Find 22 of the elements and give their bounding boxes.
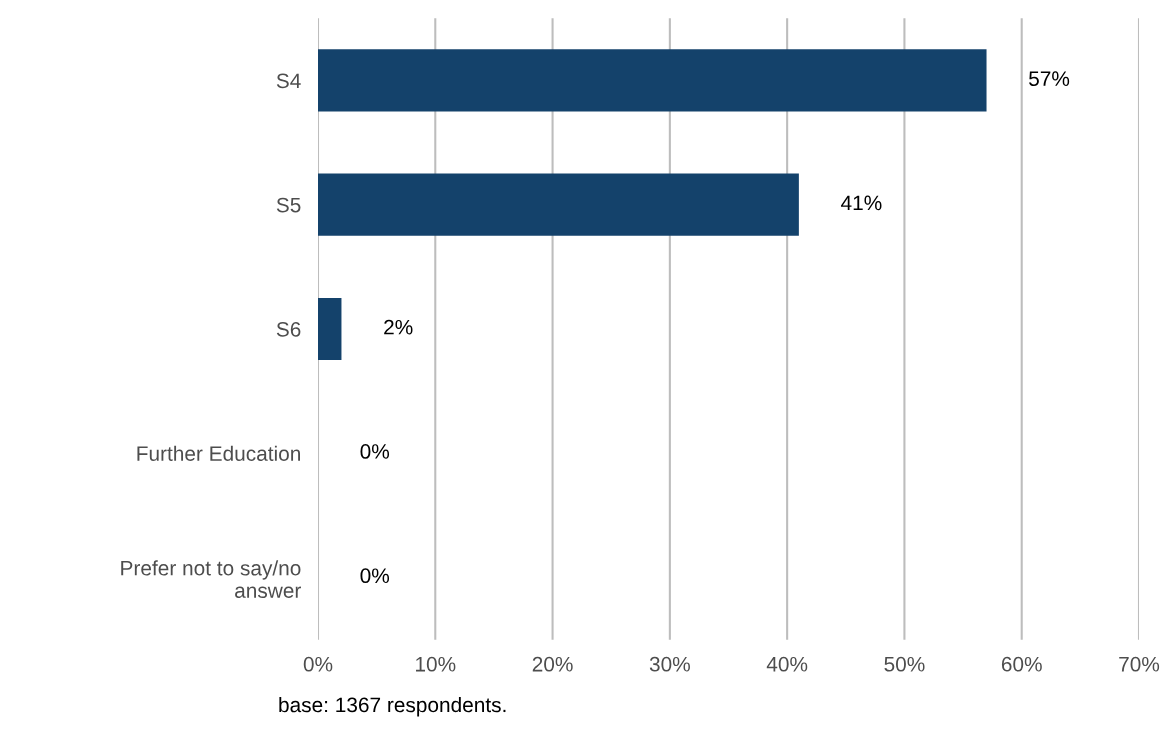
data-label: 0% [360,444,390,459]
x-tick-label: 30% [649,656,690,672]
bar [318,297,342,361]
x-tick-label: 40% [766,656,808,672]
bar [318,173,799,236]
data-label: 0% [360,568,390,584]
x-tick-label: 70% [1119,656,1160,672]
text: base: 1367 respondents. [279,696,506,717]
y-tick-label: S6 [276,321,301,337]
x-tick-label: 50% [884,656,925,672]
bar [318,49,987,112]
data-label: 41% [841,195,882,211]
data-label: 57% [1029,71,1070,86]
x-tick-label: 60% [1001,656,1042,672]
x-tick-label: 20% [532,656,573,672]
data-label: 2% [384,319,413,335]
x-tick-label: 10% [416,656,456,672]
x-tick-label: 0% [303,656,333,672]
y-tick-label: Further Education [137,445,300,461]
y-tick-label: S4 [276,73,301,89]
y-tick-label: Prefer not to say/no answer [121,560,301,598]
y-tick-label: S5 [276,197,301,213]
